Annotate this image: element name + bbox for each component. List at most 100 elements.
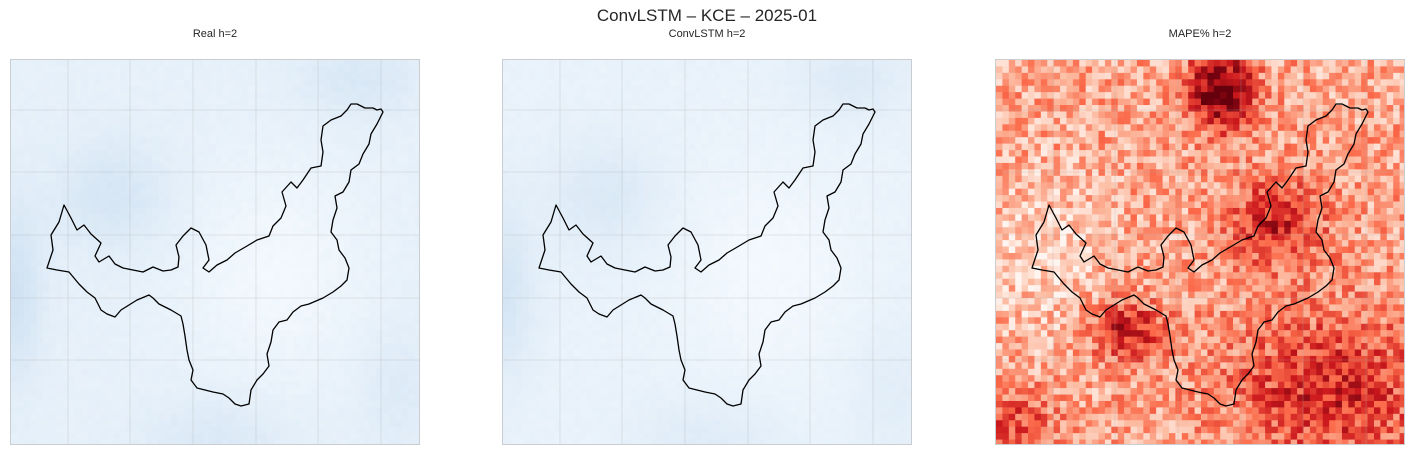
heatmap-cell bbox=[81, 92, 89, 100]
heatmap-cell bbox=[196, 130, 204, 138]
heatmap-cell bbox=[868, 137, 876, 145]
heatmap-cell bbox=[196, 400, 204, 408]
heatmap-cell bbox=[17, 182, 25, 190]
heatmap-cell bbox=[145, 246, 153, 254]
heatmap-cell bbox=[356, 111, 364, 119]
heatmap-cell bbox=[382, 201, 390, 209]
heatmap-cell bbox=[260, 169, 268, 177]
heatmap-cell bbox=[235, 137, 243, 145]
heatmap-cell bbox=[132, 278, 140, 286]
heatmap-cell bbox=[177, 349, 185, 357]
heatmap-cell bbox=[579, 130, 587, 138]
heatmap-cell bbox=[292, 310, 300, 318]
heatmap-cell bbox=[87, 98, 95, 106]
heatmap-cell bbox=[228, 375, 236, 383]
heatmap-cell bbox=[286, 143, 294, 151]
heatmap-cell bbox=[241, 362, 249, 370]
heatmap-cell bbox=[158, 265, 166, 273]
heatmap-cell bbox=[145, 175, 153, 183]
heatmap-cell bbox=[139, 85, 147, 93]
heatmap-cell bbox=[36, 156, 44, 164]
heatmap-cell bbox=[312, 388, 319, 396]
heatmap-cell bbox=[688, 98, 696, 106]
heatmap-cell bbox=[624, 92, 632, 100]
heatmap-cell bbox=[119, 214, 127, 222]
heatmap-cell bbox=[100, 214, 108, 222]
heatmap-cell bbox=[765, 85, 773, 93]
heatmap-cell bbox=[100, 426, 108, 434]
heatmap-cell bbox=[350, 227, 358, 235]
heatmap-cell bbox=[350, 330, 358, 338]
heatmap-cell bbox=[87, 169, 95, 177]
heatmap-cell bbox=[305, 195, 313, 203]
heatmap-cell bbox=[158, 92, 166, 100]
heatmap-cell bbox=[286, 85, 294, 93]
heatmap-cell bbox=[836, 130, 844, 138]
heatmap-cell bbox=[280, 214, 287, 222]
heatmap-cell bbox=[75, 72, 82, 80]
heatmap-cell bbox=[395, 92, 403, 100]
heatmap-cell bbox=[906, 156, 911, 164]
heatmap-cell bbox=[515, 137, 523, 145]
heatmap-cell bbox=[784, 130, 792, 138]
heatmap-cell bbox=[267, 143, 275, 151]
heatmap-cell bbox=[682, 66, 690, 74]
heatmap-cell bbox=[414, 156, 419, 164]
heatmap-cell bbox=[68, 413, 76, 421]
heatmap-cell bbox=[203, 304, 211, 312]
heatmap-cell bbox=[183, 195, 191, 203]
heatmap-cell bbox=[280, 349, 287, 357]
heatmap-cell bbox=[388, 137, 396, 145]
heatmap-cell bbox=[55, 265, 63, 273]
heatmap-cell bbox=[356, 169, 364, 177]
heatmap-cell bbox=[23, 246, 31, 254]
heatmap-cell bbox=[209, 214, 217, 222]
heatmap-cell bbox=[132, 304, 140, 312]
heatmap-cell bbox=[235, 150, 243, 157]
heatmap-cell bbox=[637, 92, 645, 100]
heatmap-cell bbox=[254, 188, 262, 196]
heatmap-cell bbox=[267, 407, 275, 415]
heatmap-cell bbox=[823, 117, 831, 125]
heatmap-cell bbox=[650, 143, 658, 151]
heatmap-cell bbox=[292, 98, 300, 106]
heatmap-cell bbox=[312, 162, 319, 170]
heatmap-cell bbox=[177, 310, 185, 318]
heatmap-cell bbox=[708, 150, 715, 157]
heatmap-cell bbox=[267, 214, 275, 222]
heatmap-cell bbox=[43, 362, 50, 370]
heatmap-cell bbox=[733, 130, 741, 138]
heatmap-cell bbox=[43, 182, 50, 190]
heatmap-cell bbox=[624, 60, 632, 67]
heatmap-cell bbox=[376, 111, 384, 119]
heatmap-cell bbox=[414, 323, 419, 331]
heatmap-cell bbox=[36, 304, 44, 312]
heatmap-cell bbox=[171, 214, 179, 222]
heatmap-cell bbox=[759, 79, 767, 87]
heatmap-cell bbox=[810, 66, 818, 74]
heatmap-cell bbox=[299, 169, 307, 177]
heatmap-cell bbox=[177, 220, 185, 228]
heatmap-cell bbox=[81, 310, 89, 318]
heatmap-cell bbox=[81, 259, 89, 267]
heatmap-cell bbox=[836, 66, 844, 74]
heatmap-cell bbox=[299, 426, 307, 434]
heatmap-cell bbox=[190, 92, 198, 100]
heatmap-cell bbox=[395, 426, 403, 434]
heatmap-cell bbox=[216, 72, 223, 80]
heatmap-cell bbox=[286, 407, 294, 415]
heatmap-cell bbox=[228, 117, 236, 125]
heatmap-cell bbox=[94, 117, 102, 125]
heatmap-cell bbox=[100, 233, 108, 241]
heatmap-cell bbox=[784, 124, 792, 132]
heatmap-cell bbox=[752, 92, 760, 100]
heatmap-cell bbox=[778, 92, 786, 100]
heatmap-cell bbox=[260, 304, 268, 312]
heatmap-cell bbox=[401, 368, 409, 376]
heatmap-cell bbox=[177, 317, 185, 325]
heatmap-cell bbox=[100, 117, 108, 125]
heatmap-cell bbox=[43, 85, 50, 93]
heatmap-cell bbox=[158, 413, 166, 421]
heatmap-cell bbox=[30, 124, 38, 132]
heatmap-cell bbox=[395, 60, 403, 67]
